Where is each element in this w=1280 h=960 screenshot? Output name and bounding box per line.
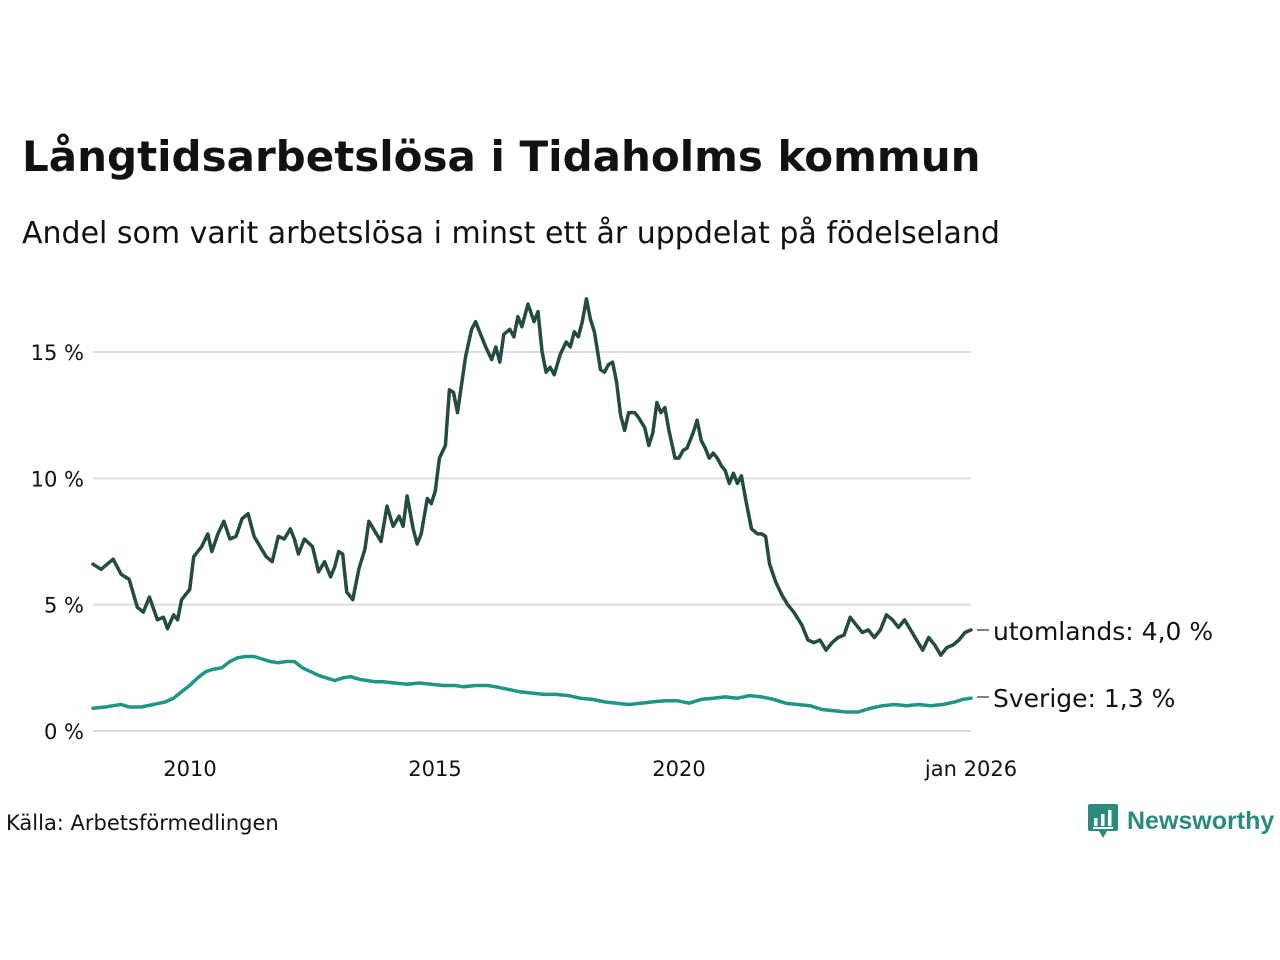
y-tick-label: 5 % xyxy=(44,594,84,618)
series-line-sverige xyxy=(91,654,973,714)
y-axis-ticks: 0 % 5 % 10 % 15 % xyxy=(31,341,84,744)
series-line-utomlands xyxy=(91,297,973,657)
series-lines xyxy=(91,297,973,714)
newsworthy-logo-icon xyxy=(1088,804,1118,838)
source-note: Källa: Arbetsförmedlingen xyxy=(6,811,279,835)
x-tick-label: jan 2026 xyxy=(924,757,1017,781)
series-labels: utomlands: 4,0 % Sverige: 1,3 % xyxy=(977,617,1213,713)
brand-name: Newsworthy xyxy=(1127,806,1275,835)
gridlines xyxy=(93,351,971,732)
y-tick-label: 10 % xyxy=(31,467,84,491)
x-tick-label: 2010 xyxy=(163,757,216,781)
chart-subtitle: Andel som varit arbetslösa i minst ett å… xyxy=(22,216,1000,251)
brand-logo[interactable]: Newsworthy xyxy=(1088,804,1274,838)
series-label-sverige: Sverige: 1,3 % xyxy=(993,684,1175,713)
y-tick-label: 0 % xyxy=(44,720,84,744)
x-tick-label: 2015 xyxy=(408,757,461,781)
series-label-utomlands: utomlands: 4,0 % xyxy=(993,617,1213,646)
x-axis-ticks: 2010 2015 2020 jan 2026 xyxy=(163,757,1017,781)
y-tick-label: 15 % xyxy=(31,341,84,365)
x-tick-label: 2020 xyxy=(652,757,705,781)
chart-title: Långtidsarbetslösa i Tidaholms kommun xyxy=(22,132,981,181)
